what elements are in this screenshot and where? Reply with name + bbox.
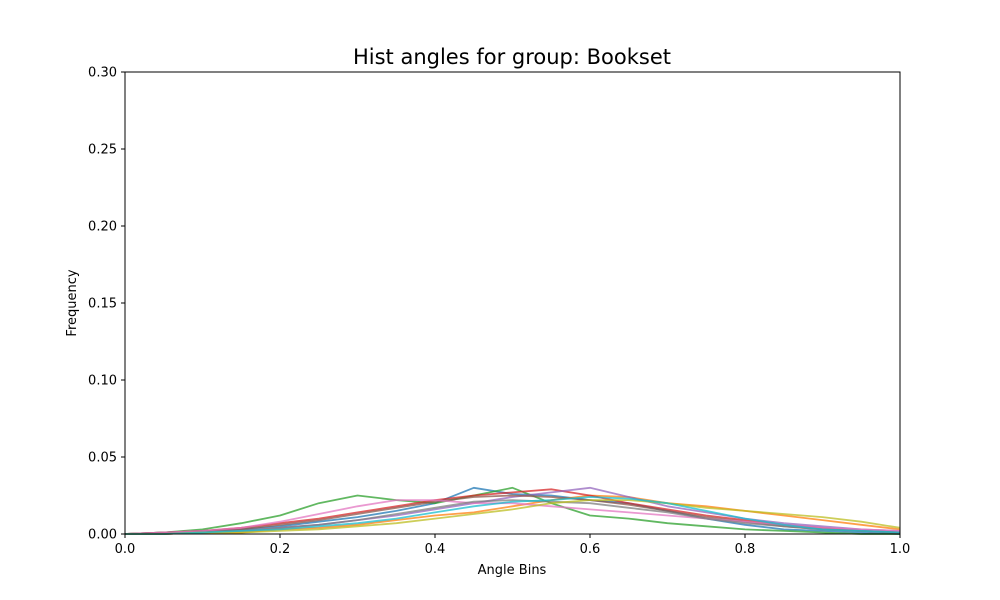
x-axis-label: Angle Bins [478, 563, 547, 578]
y-tick-label: 0.20 [88, 220, 117, 235]
y-tick-label: 0.15 [88, 297, 117, 312]
x-tick-label: 0.6 [580, 542, 601, 557]
y-tick-label: 0.10 [88, 374, 117, 389]
x-tick-label: 0.0 [115, 542, 136, 557]
series-line-9 [125, 499, 901, 535]
y-axis: 0.00 0.05 0.10 0.15 0.20 0.25 0.30 [88, 66, 125, 543]
y-tick-label: 0.25 [88, 143, 117, 158]
x-tick-label: 0.4 [425, 542, 446, 557]
x-tick-label: 0.2 [270, 542, 291, 557]
x-tick-label: 0.8 [735, 542, 756, 557]
x-axis: 0.0 0.2 0.4 0.6 0.8 1.0 [115, 534, 911, 557]
x-tick-label: 1.0 [890, 542, 911, 557]
y-tick-label: 0.05 [88, 451, 117, 466]
y-tick-label: 0.00 [88, 528, 117, 543]
series-layer [124, 486, 901, 535]
series-line-10 [125, 496, 901, 535]
y-tick-label: 0.30 [88, 66, 117, 81]
y-axis-label: Frequency [65, 269, 80, 336]
chart-title: Hist angles for group: Bookset [353, 45, 671, 69]
plot-area-frame [124, 71, 901, 535]
series-line-7 [124, 499, 901, 535]
series-line-3 [124, 486, 900, 535]
